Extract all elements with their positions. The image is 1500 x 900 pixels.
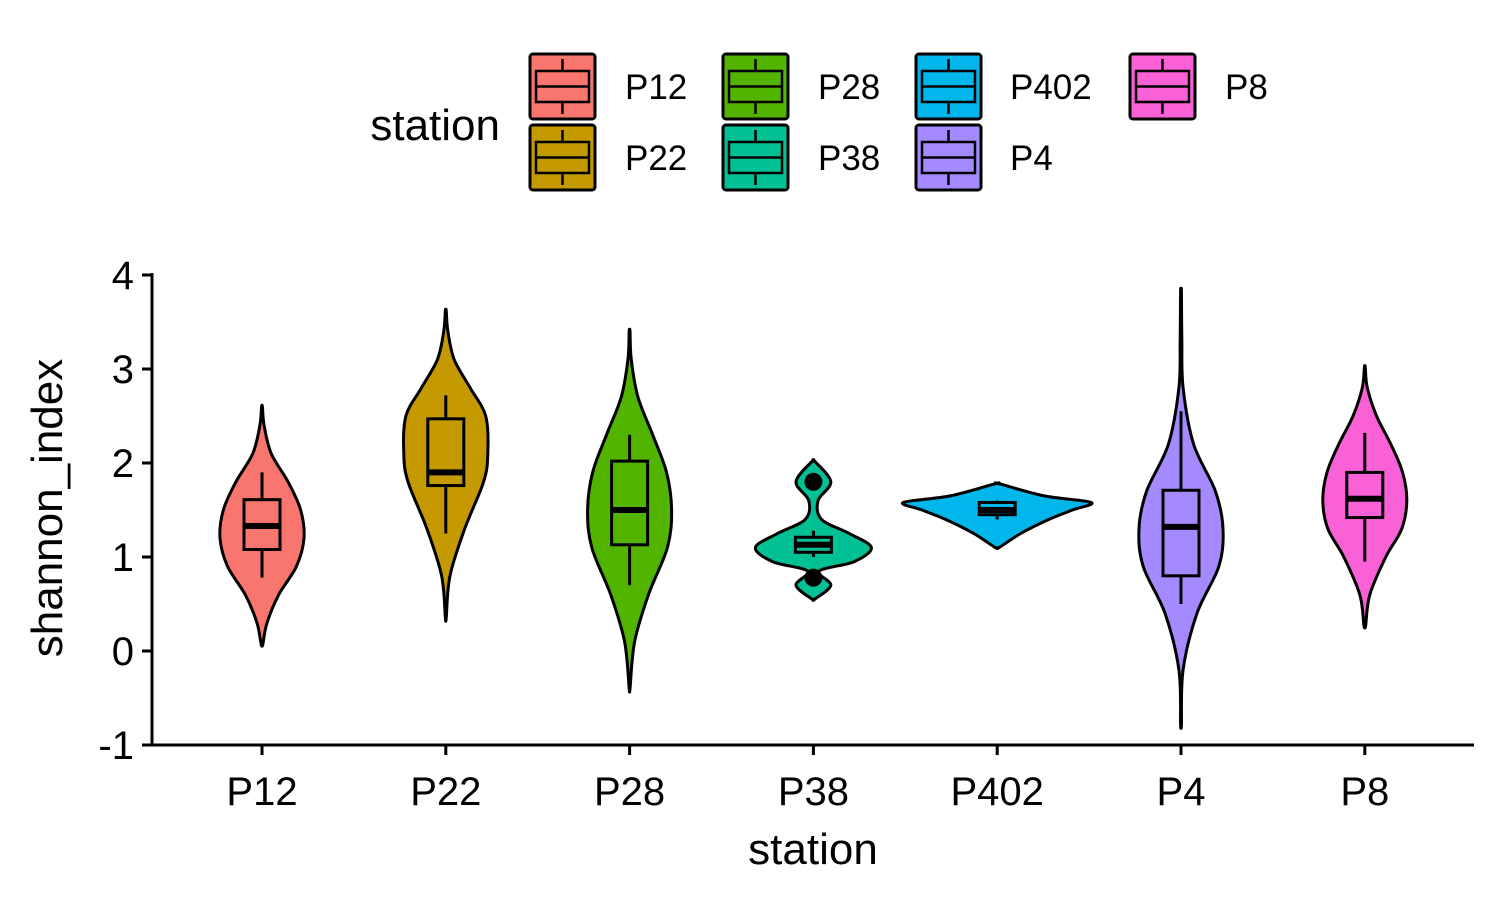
- legend-label-p12: P12: [625, 68, 687, 107]
- y-tick-label: 3: [112, 348, 134, 392]
- legend-item-p402: P402: [914, 52, 1092, 121]
- legend-item-p4: P4: [914, 123, 1053, 192]
- violin-group-p12: [218, 403, 306, 648]
- violin-p38: [753, 458, 873, 602]
- legend-item-p28: P28: [721, 52, 880, 121]
- violin-group-p4: [1137, 286, 1225, 730]
- violin-group-p38: [753, 458, 873, 602]
- y-tick-label: 0: [112, 630, 134, 674]
- x-tick-label: P8: [1340, 770, 1389, 814]
- x-axis-title: station: [748, 825, 878, 874]
- legend-label-p8: P8: [1225, 68, 1268, 107]
- legend-label-p4: P4: [1010, 139, 1053, 178]
- x-tick-label: P4: [1157, 770, 1206, 814]
- legend-item-p22: P22: [528, 123, 687, 192]
- legend-label-p38: P38: [818, 139, 880, 178]
- box-p8: [1345, 470, 1385, 520]
- y-tick-label: 1: [112, 536, 134, 580]
- legend-label-p402: P402: [1010, 68, 1092, 107]
- y-tick-label: -1: [98, 724, 134, 768]
- box-p4: [1161, 488, 1201, 578]
- legend-title: station: [370, 101, 500, 150]
- box-p28: [610, 459, 650, 547]
- y-axis-title: shannon_index: [23, 359, 72, 657]
- violin-group-p402: [900, 481, 1094, 551]
- x-tick-label: P12: [226, 770, 297, 814]
- outlier-point-p38-1: [804, 568, 823, 587]
- x-tick-label: P28: [594, 770, 665, 814]
- violin-group-p22: [402, 307, 490, 623]
- legend-item-p8: P8: [1128, 52, 1268, 121]
- axes: -1 0 1 2 3 4 P12 P22 P28 P38 P402 P4 P8 station shanno…: [23, 254, 1474, 874]
- plot-area: [218, 286, 1409, 730]
- x-tick-label: P402: [950, 770, 1043, 814]
- legend-label-p28: P28: [818, 68, 880, 107]
- x-tick-label: P38: [778, 770, 849, 814]
- violin-group-p8: [1321, 364, 1409, 630]
- y-tick-label: 4: [112, 254, 134, 298]
- violin-group-p28: [586, 327, 674, 694]
- legend-item-p12: P12: [528, 52, 687, 121]
- legend-label-p22: P22: [625, 139, 687, 178]
- legend: station P12 P22 P28 P38 P402 P4 P8: [370, 52, 1268, 192]
- y-tick-label: 2: [112, 442, 134, 486]
- box-p22: [426, 417, 466, 488]
- legend-item-p38: P38: [721, 123, 880, 192]
- x-tick-label: P22: [410, 770, 481, 814]
- outlier-point-p38-0: [804, 472, 823, 491]
